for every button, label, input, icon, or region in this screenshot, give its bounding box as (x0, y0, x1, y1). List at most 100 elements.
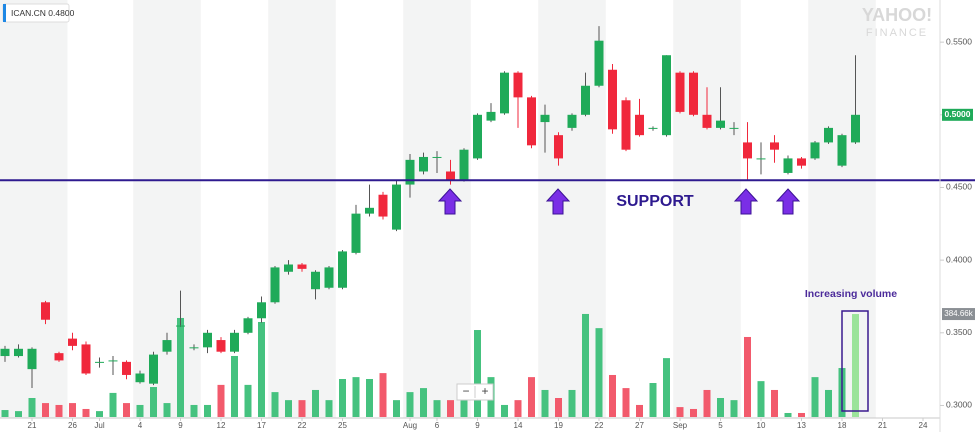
x-tick-label: 21 (878, 421, 887, 430)
candle-body (135, 373, 145, 383)
candle-layer (0, 26, 975, 389)
ticker-label: ICAN.CN 0.4800 (11, 8, 75, 18)
candle-body (270, 267, 280, 303)
watermark: YAHOO! (862, 5, 932, 25)
candle-body (243, 318, 253, 333)
x-tick-label: 5 (718, 421, 723, 430)
ticker-box: ICAN.CN 0.4800 (2, 3, 75, 23)
volume-bar (663, 358, 670, 417)
x-tick-label: 12 (217, 421, 226, 430)
volume-bar (798, 412, 805, 417)
volume-bar (1, 410, 9, 417)
background-stripe (268, 0, 336, 418)
candle-body (203, 332, 212, 348)
volume-bar (757, 381, 765, 417)
volume-bar (231, 355, 238, 417)
candle-body (149, 354, 158, 384)
volume-bar (42, 403, 49, 417)
candle-body (216, 340, 226, 352)
x-tick-label: 9 (178, 421, 183, 430)
volume-bar (393, 400, 400, 417)
x-tick-label: 27 (635, 421, 644, 430)
arrow (775, 188, 801, 215)
y-tick-label: 0.5500 (946, 36, 972, 46)
last-volume-tag (942, 308, 975, 321)
volume-bar (177, 317, 184, 417)
candle-body (338, 251, 347, 288)
candle-body (14, 348, 23, 357)
candle-body (797, 158, 806, 166)
volume-bar (420, 388, 427, 417)
volume-bar (82, 408, 90, 417)
candle-body (540, 114, 550, 123)
volume-bar (717, 397, 724, 417)
volume-bar (595, 328, 603, 417)
volume-bar (541, 389, 549, 417)
arrow (437, 188, 463, 215)
volume-bar (582, 313, 589, 417)
candle-body (81, 344, 91, 374)
volume-bar (811, 377, 819, 417)
candle-body (716, 120, 725, 128)
zoom-in[interactable]: + (481, 384, 488, 398)
support-arrows (437, 188, 801, 215)
candle-body (851, 114, 860, 143)
candle-body (27, 348, 37, 370)
volume-bar (730, 400, 738, 417)
candle-body (108, 360, 118, 362)
volume-bar (271, 392, 279, 417)
y-tick-label: 0.4500 (946, 182, 972, 192)
x-tick-label: Aug (403, 421, 417, 430)
candle-body (662, 55, 671, 136)
x-tick-label: 22 (298, 421, 307, 430)
candle-body (837, 135, 847, 166)
candle-body (351, 213, 361, 253)
volume-bar (676, 407, 684, 417)
volume-bar (325, 400, 333, 417)
candle-body (824, 127, 833, 143)
x-tick-label: 25 (338, 421, 347, 430)
zoom-out[interactable]: − (462, 384, 469, 398)
volume-bar (123, 403, 130, 417)
ticker-marker (3, 4, 6, 22)
arrow (733, 188, 759, 215)
volume-bar (244, 384, 252, 417)
price-tags: 0.5000 384.66k (942, 108, 975, 321)
zoom-controls: − + (456, 383, 494, 401)
candle-body (594, 40, 604, 86)
volume-bar (447, 400, 454, 417)
volume-bar (703, 389, 711, 417)
volume-bar (150, 387, 157, 417)
background-stripe (403, 0, 471, 418)
candle-body (405, 159, 415, 185)
arrow (545, 188, 571, 215)
volume-bar (649, 383, 657, 417)
volume-bar (622, 388, 630, 417)
y-tick-label: 0.3000 (946, 400, 972, 410)
candle-body (68, 338, 77, 346)
candle-body (446, 171, 455, 181)
volume-annotation: Increasing volume (805, 288, 897, 300)
candle-body (635, 114, 644, 136)
candle-body (648, 127, 658, 129)
x-tick-label: 4 (138, 421, 143, 430)
last-price-tag (942, 108, 973, 121)
candle-body (419, 156, 428, 172)
candle-body (365, 207, 374, 214)
volume-bar (825, 389, 832, 417)
x-tick-label: 10 (757, 421, 766, 430)
volume-bar (366, 378, 373, 417)
x-tick-label: 17 (257, 421, 266, 430)
candle-body (432, 156, 442, 158)
candle-body (621, 100, 631, 150)
candle-body (230, 332, 239, 352)
volume-bar (163, 403, 171, 417)
last-price-label: 0.5000 (945, 109, 971, 119)
volume-bar (15, 411, 22, 417)
x-tick-label: 13 (797, 421, 806, 430)
candle-body (554, 135, 563, 159)
x-tick-label: 19 (554, 421, 563, 430)
y-tick-label: 0.4000 (946, 254, 972, 264)
candle-body (122, 361, 131, 375)
volume-bar (609, 374, 616, 417)
